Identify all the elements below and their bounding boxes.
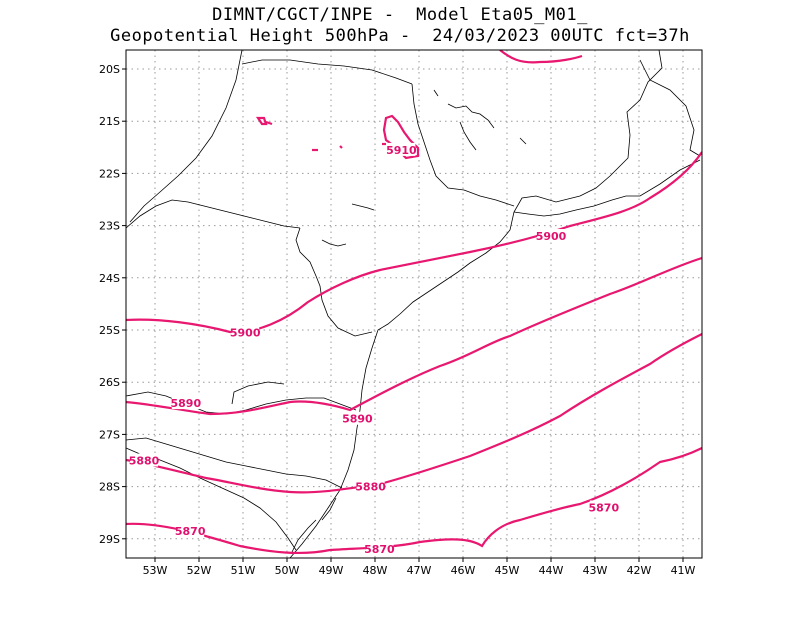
plot-frame	[125, 49, 703, 559]
y-tick-label: 27S	[99, 428, 120, 441]
lat-lon-grid	[126, 50, 702, 558]
contour-label-bg	[231, 325, 260, 339]
y-tick-label: 24S	[99, 272, 120, 285]
y-tick-label: 25S	[99, 324, 120, 337]
contour-label: 5870	[588, 501, 619, 514]
y-tick-label: 21S	[99, 115, 120, 128]
contour-label-bg	[387, 142, 416, 156]
x-tick-label: 48W	[363, 564, 388, 577]
contour-label: 5880	[355, 481, 386, 494]
x-tick-label: 47W	[407, 564, 432, 577]
contour-labels: 5910 5900 5900 5890 5890 5880 5880 5870 5870 5870	[129, 142, 619, 556]
x-tick-label: 51W	[231, 564, 256, 577]
contour-label-bg	[537, 229, 565, 243]
contour-label: 5870	[175, 525, 206, 538]
y-tick-label: 22S	[99, 167, 120, 180]
x-tick-label: 49W	[319, 564, 344, 577]
x-tick-label: 44W	[539, 564, 564, 577]
contour-label: 5890	[170, 397, 201, 410]
axis-ticks: 53W 52W 51W 50W 49W 48W 47W 46W 45W 44W 43W 42W 41W 2…	[99, 63, 696, 577]
contour-label-bg	[365, 542, 394, 556]
x-tick-label: 45W	[495, 564, 520, 577]
contour-label: 5870	[364, 543, 395, 556]
map-subtitle: Geopotential Height 500hPa - 24/03/2023 …	[110, 26, 690, 46]
contour-label-bg	[130, 453, 158, 467]
x-tick-label: 50W	[275, 564, 300, 577]
x-tick-label: 52W	[187, 564, 212, 577]
contour-label-bg	[343, 411, 372, 425]
contour-label: 5910	[386, 144, 417, 157]
contour-label: 5900	[536, 230, 567, 243]
contour-label: 5890	[342, 413, 373, 426]
contour-label: 5900	[230, 327, 261, 340]
contour-label-bg	[171, 396, 200, 410]
x-tick-label: 41W	[671, 564, 696, 577]
y-tick-label: 26S	[99, 376, 120, 389]
height-contours	[126, 50, 702, 555]
contour-label-bg	[176, 523, 205, 537]
y-tick-label: 28S	[99, 481, 120, 494]
contour-label-bg	[356, 479, 385, 493]
coastline-and-borders	[126, 50, 701, 558]
y-tick-label: 29S	[99, 533, 120, 546]
contour-label-bg	[589, 500, 618, 514]
contour-label: 5880	[129, 455, 160, 468]
y-tick-label: 20S	[99, 63, 120, 76]
x-tick-label: 53W	[143, 564, 168, 577]
x-tick-label: 46W	[451, 564, 476, 577]
x-tick-label: 42W	[627, 564, 652, 577]
y-tick-label: 23S	[99, 220, 120, 233]
map-title: DIMNT/CGCT/INPE - Model Eta05_M01_	[212, 5, 588, 25]
x-tick-label: 43W	[583, 564, 608, 577]
